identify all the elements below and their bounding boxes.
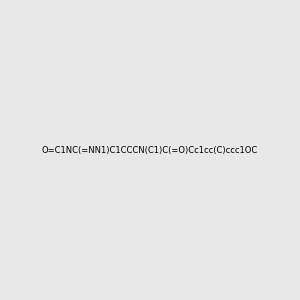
Text: O=C1NC(=NN1)C1CCCN(C1)C(=O)Cc1cc(C)ccc1OC: O=C1NC(=NN1)C1CCCN(C1)C(=O)Cc1cc(C)ccc1O… — [42, 146, 258, 154]
